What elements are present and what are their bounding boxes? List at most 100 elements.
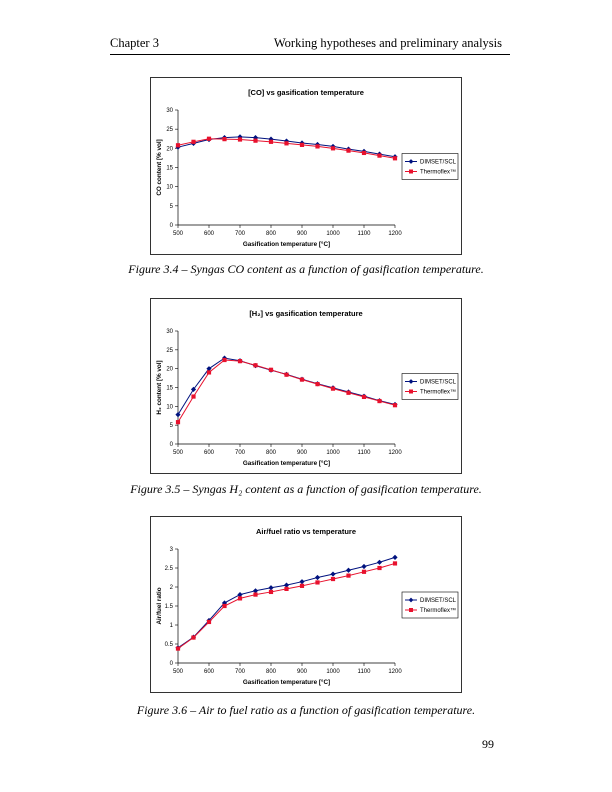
legend-marker (409, 389, 413, 394)
data-point (268, 136, 274, 142)
figure-3-5-caption: Figure 3.5 – Syngas H₂ content as a func… (130, 482, 482, 496)
data-point (253, 363, 258, 368)
data-point (315, 580, 320, 585)
chart-title: Air/fuel ratio vs temperature (256, 527, 356, 536)
legend-label: Thermoflex™ (420, 389, 456, 396)
data-point (175, 646, 181, 651)
x-tick-label: 1000 (326, 450, 340, 456)
y-tick-label: 2.5 (165, 566, 174, 572)
data-point (330, 146, 336, 151)
y-tick-label: 0 (170, 442, 174, 448)
data-point (237, 359, 243, 364)
data-point (222, 357, 227, 363)
data-point (283, 582, 290, 588)
x-tick-label: 1100 (358, 450, 372, 456)
page-header: Chapter 3 Working hypotheses and prelimi… (110, 36, 502, 51)
data-point (206, 370, 212, 375)
data-point (299, 583, 305, 588)
data-point (252, 135, 259, 141)
y-tick-label: 30 (166, 329, 173, 335)
x-tick-label: 900 (297, 450, 308, 456)
data-point (299, 579, 305, 585)
data-point (191, 139, 196, 144)
co-chart: [CO] vs gasification temperature 0 5 10 15 20… (150, 77, 462, 255)
x-tick-label: 1100 (358, 231, 372, 237)
data-point (392, 156, 398, 161)
legend-label: Thermoflex™ (420, 607, 456, 614)
legend-marker (409, 608, 413, 612)
h2-chart: [H₂] vs gasification temperature 0 5 10 15 20… (150, 298, 462, 474)
data-point (268, 139, 274, 144)
data-point (361, 563, 367, 570)
data-point (392, 554, 398, 560)
data-point (299, 377, 305, 382)
data-point (346, 148, 351, 153)
legend-box (401, 373, 459, 400)
x-tick-label: 800 (266, 231, 277, 237)
y-tick-label: 2 (170, 585, 174, 591)
y-tick-label: 20 (166, 367, 173, 373)
h2-chart-svg: [H₂] vs gasification temperature 0 5 10 15 20… (150, 298, 462, 474)
x-axis-label: Gasification temperature [°C] (243, 240, 330, 248)
x-tick-label: 500 (173, 450, 184, 456)
data-point (190, 386, 197, 392)
data-point (222, 603, 227, 609)
data-point (346, 573, 351, 578)
x-tick-label: 600 (204, 450, 215, 456)
x-axis-label: Gasification temperature [°C] (243, 678, 330, 686)
data-point (191, 394, 196, 399)
y-tick-label: 1 (170, 623, 174, 629)
legend-marker (408, 597, 414, 603)
data-point (237, 596, 243, 601)
x-tick-label: 600 (204, 231, 215, 237)
header-divider (110, 54, 510, 55)
y-tick-label: 0 (170, 223, 174, 229)
data-point (345, 567, 352, 573)
data-point (330, 571, 336, 577)
x-tick-label: 500 (173, 669, 184, 675)
legend-label: DIMSET/SCL (420, 598, 457, 604)
page-number: 99 (482, 737, 494, 751)
figure-3-6-caption: Figure 3.6 – Air to fuel ratio as a func… (136, 703, 476, 717)
y-axis-label: H₂ content [% vol] (156, 360, 163, 414)
x-tick-label: 1100 (358, 669, 372, 675)
data-point (237, 137, 243, 142)
legend-label: Thermoflex™ (420, 169, 456, 176)
y-tick-label: 25 (166, 127, 173, 133)
data-point (377, 565, 382, 571)
data-point (175, 420, 181, 425)
x-tick-label: 1200 (388, 669, 402, 675)
data-point (299, 142, 305, 147)
data-point (392, 403, 398, 408)
y-tick-label: 5 (170, 423, 174, 429)
data-point (377, 153, 382, 158)
legend-marker (408, 159, 414, 164)
y-tick-label: 15 (166, 166, 173, 172)
chart-title: [H₂] vs gasification temperature (249, 309, 362, 318)
airfuel-chart-svg: Air/fuel ratio vs temperature 0 0.5 1 1.5 2 2.… (150, 516, 462, 693)
data-point (268, 589, 274, 595)
data-point (284, 141, 289, 146)
y-tick-label: 5 (170, 204, 174, 210)
data-point (314, 574, 321, 581)
legend-box (401, 591, 459, 619)
chapter-label: Chapter 3 (110, 36, 159, 50)
x-tick-label: 500 (173, 231, 184, 237)
data-point (175, 412, 181, 418)
data-point (253, 592, 258, 597)
data-point (253, 138, 258, 143)
data-point (284, 372, 289, 377)
data-point (346, 390, 351, 395)
data-point (361, 569, 367, 574)
data-point (268, 367, 274, 372)
y-tick-label: 1.5 (165, 604, 174, 610)
y-axis-label: Air/fuel ratio (156, 587, 163, 624)
data-point (191, 635, 196, 640)
chapter-title: Working hypotheses and preliminary analy… (273, 36, 502, 50)
data-point (206, 619, 212, 625)
y-tick-label: 0 (170, 661, 174, 667)
data-point (377, 398, 382, 404)
data-point (206, 136, 212, 141)
data-point (237, 134, 243, 140)
data-point (222, 137, 227, 142)
